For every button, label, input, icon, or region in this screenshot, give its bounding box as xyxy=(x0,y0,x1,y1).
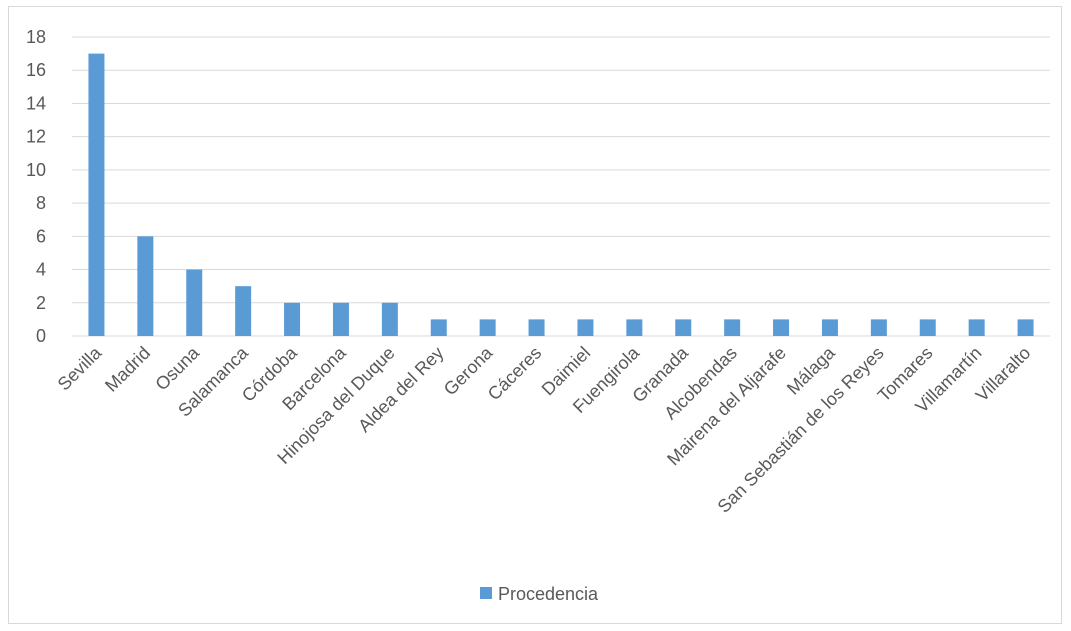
x-tick-label: Villaralto xyxy=(972,343,1035,406)
bar xyxy=(284,302,301,336)
y-axis-ticks: 0 2 4 6 8 10 12 14 16 18 xyxy=(26,27,46,346)
legend: Procedencia xyxy=(480,584,599,604)
bar xyxy=(870,319,887,336)
bar xyxy=(675,319,692,336)
bar xyxy=(626,319,643,336)
legend-label: Procedencia xyxy=(498,584,599,604)
bar xyxy=(332,302,349,336)
x-tick-label: Cáceres xyxy=(484,343,546,405)
bar xyxy=(577,319,594,336)
bar xyxy=(724,319,741,336)
bar xyxy=(430,319,447,336)
y-tick-label: 18 xyxy=(26,27,46,47)
x-axis-ticks: SevillaMadridOsunaSalamancaCórdobaBarcel… xyxy=(54,342,1035,517)
bar xyxy=(1017,319,1034,336)
x-tick-label: Aldea del Rey xyxy=(354,343,447,436)
y-tick-label: 10 xyxy=(26,160,46,180)
legend-swatch xyxy=(480,587,492,599)
y-tick-label: 12 xyxy=(26,127,46,147)
y-tick-label: 0 xyxy=(36,326,46,346)
bar xyxy=(137,236,154,336)
x-tick-label: Madrid xyxy=(101,343,154,396)
bar xyxy=(479,319,496,336)
y-tick-label: 8 xyxy=(36,193,46,213)
y-tick-label: 14 xyxy=(26,93,46,113)
bar xyxy=(919,319,936,336)
bar xyxy=(968,319,985,336)
y-tick-label: 16 xyxy=(26,60,46,80)
y-tick-label: 6 xyxy=(36,226,46,246)
gridlines xyxy=(72,36,1050,337)
bar xyxy=(381,302,398,336)
x-tick-label: Sevilla xyxy=(54,342,106,394)
bars xyxy=(88,53,1034,336)
bar xyxy=(773,319,790,336)
y-tick-label: 2 xyxy=(36,293,46,313)
bar xyxy=(186,269,203,336)
bar xyxy=(528,319,545,336)
bar xyxy=(821,319,838,336)
y-tick-label: 4 xyxy=(36,260,46,280)
bar xyxy=(88,53,105,336)
bar xyxy=(235,286,252,336)
chart-frame xyxy=(8,6,1062,624)
